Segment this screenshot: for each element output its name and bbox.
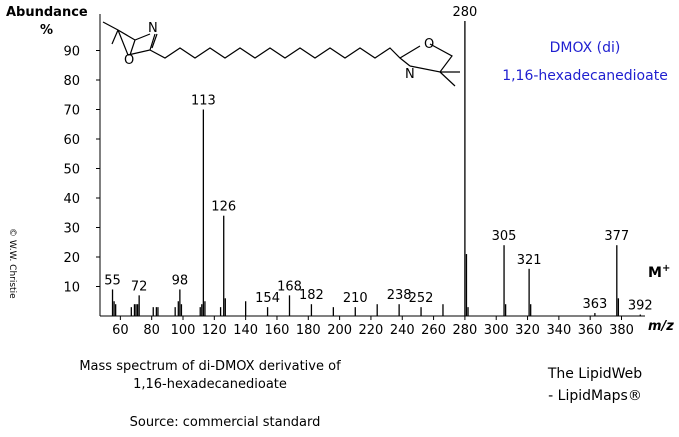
peak-label: 182 [299,288,324,303]
peak-label: 154 [255,291,280,306]
x-tick-label: 260 [421,323,446,338]
peak-label: 126 [211,200,236,215]
structure: N O N O [102,21,460,87]
y-unit: % [40,23,53,38]
peak-label: 363 [582,297,607,312]
x-tick-label: 300 [484,323,509,338]
x-tick-label: 60 [112,323,129,338]
y-tick-label: 40 [63,192,80,207]
x-tick-label: 140 [233,323,258,338]
peak-label: 168 [277,279,302,294]
x-tick-label: 280 [452,323,477,338]
atom: O [124,53,134,68]
caption: Mass spectrum of di-DMOX derivative of [79,359,341,374]
y-tick-label: 10 [63,281,80,296]
peak-label: 113 [191,94,216,109]
molecular-ion-label: M [648,265,662,281]
y-tick-label: 70 [63,104,80,119]
x-tick-label: 180 [296,323,321,338]
y-tick-label: 80 [63,74,80,89]
x-label: m/z [648,319,674,334]
y-tick-label: 30 [63,222,80,237]
credit: The LipidWeb [547,366,642,382]
peak-label: 280 [452,5,477,20]
compound-name: 1,16-hexadecanedioate [502,68,668,84]
molecular-ion: M+ [648,263,670,281]
y-tick-label: 20 [63,251,80,266]
peak-label: 238 [387,288,412,303]
caption: 1,16-hexadecanedioate [133,377,287,392]
x-tick-label: 160 [265,323,290,338]
x-tick-label: 320 [515,323,540,338]
peak-label: 98 [172,273,189,288]
peak-label: 305 [492,229,517,244]
atom: O [424,37,434,52]
molecular-ion-charge: + [662,263,670,274]
peak-label: 55 [104,273,121,288]
y-tick-label: 60 [63,133,80,148]
atom: N [405,67,415,82]
credit: - LipidMaps® [548,388,642,404]
atom: N [148,21,158,36]
y-tick-label: 50 [63,163,80,178]
x-tick-label: 80 [143,323,160,338]
x-tick-label: 380 [609,323,634,338]
x-tick-label: 100 [171,323,196,338]
x-tick-label: 200 [327,323,352,338]
y-label: Abundance [6,5,88,20]
compound-name: DMOX (di) [550,40,621,56]
peak-label: 377 [604,229,629,244]
copyright: © W.W. Christie [7,228,17,299]
peak-label: 252 [409,291,434,306]
peak-label: 321 [517,253,542,268]
x-tick-label: 220 [359,323,384,338]
y-tick-label: 90 [63,45,80,60]
peak-label: 210 [343,291,368,306]
peak-label: 72 [131,279,148,294]
x-tick-label: 360 [578,323,603,338]
x-tick-label: 340 [546,323,571,338]
x-tick-label: 120 [202,323,227,338]
source: Source: commercial standard [130,415,321,430]
x-tick-label: 240 [390,323,415,338]
peak-label: 392 [628,299,653,314]
